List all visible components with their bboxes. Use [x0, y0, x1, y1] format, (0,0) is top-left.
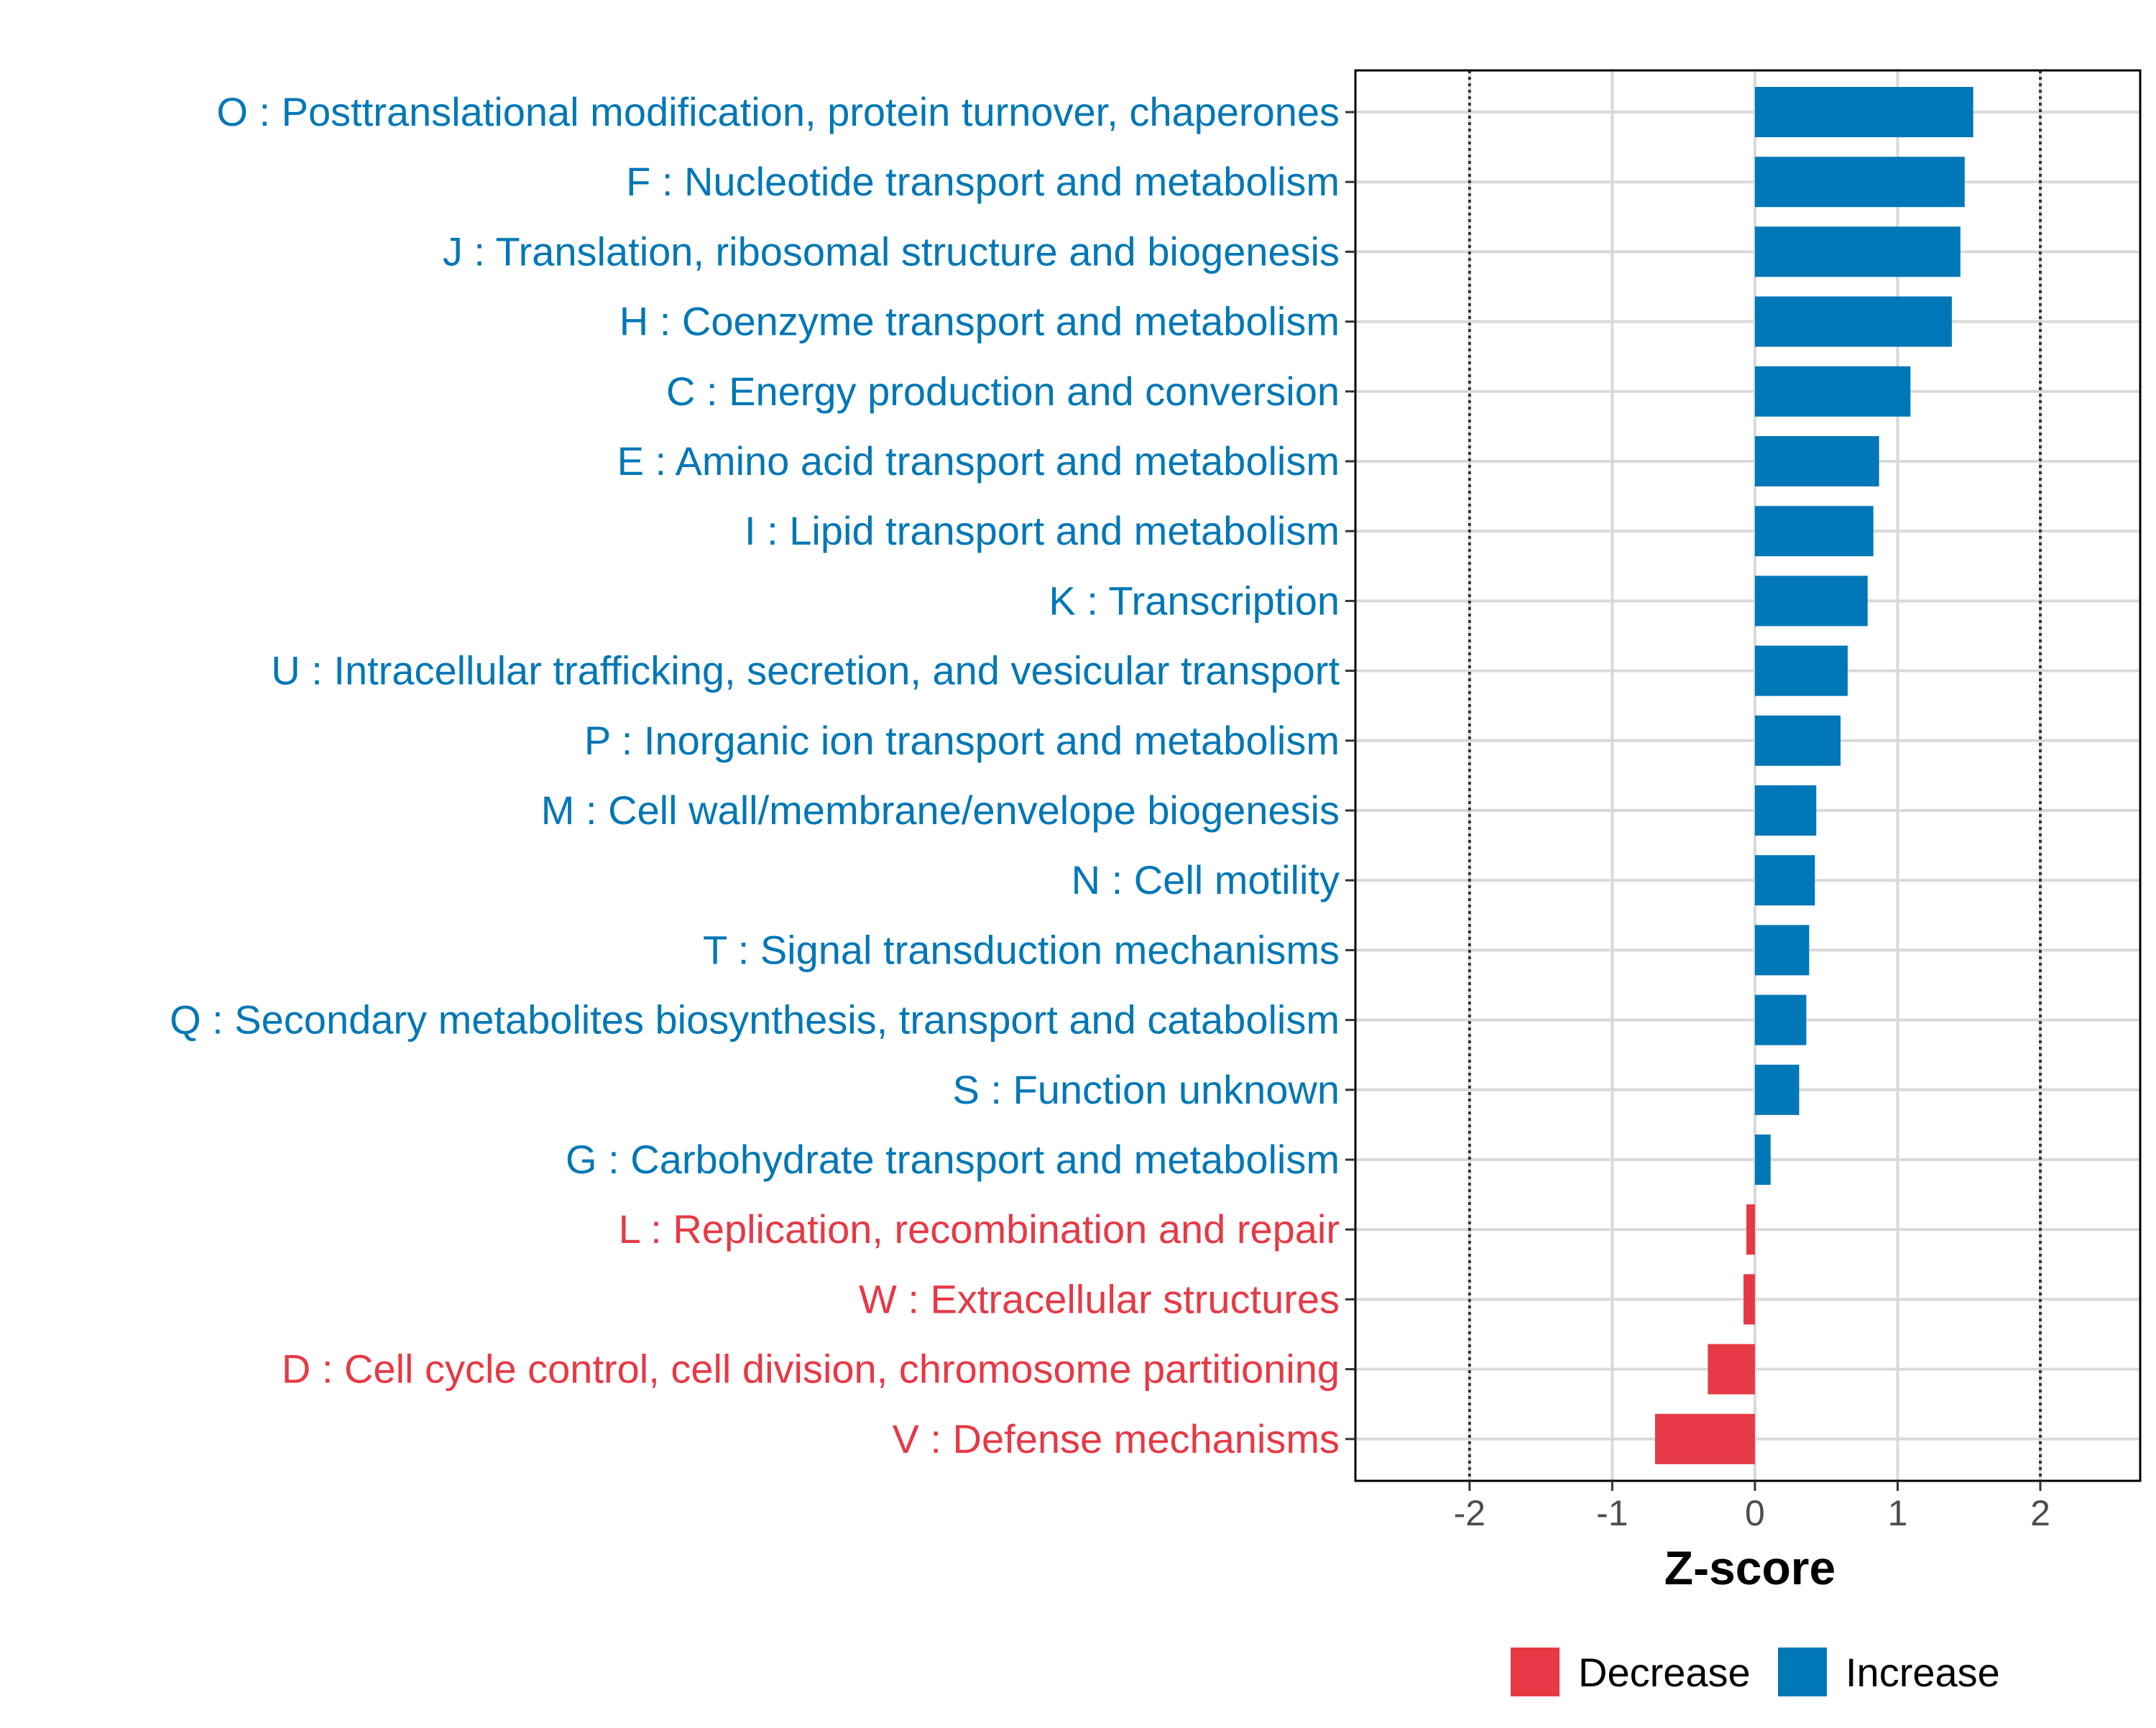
x-axis-title: Z-score: [1664, 1541, 1835, 1594]
legend-key-increase: [1778, 1648, 1827, 1696]
category-label-10: M : Cell wall/membrane/envelope biogenes…: [541, 787, 1340, 833]
legend: Decrease Increase: [1511, 1648, 2000, 1696]
bar-9: [1754, 715, 1841, 766]
category-label-13: Q : Secondary metabolites biosynthesis, …: [170, 997, 1340, 1043]
bar-10: [1754, 785, 1817, 836]
category-label-4: C : Energy production and conversion: [666, 369, 1340, 414]
bar-8: [1754, 645, 1848, 696]
category-label-15: G : Carbohydrate transport and metabolis…: [566, 1137, 1340, 1182]
bar-7: [1754, 576, 1868, 627]
category-label-0: O : Posttranslational modification, prot…: [216, 89, 1340, 134]
category-label-8: U : Intracellular trafficking, secretion…: [271, 648, 1340, 693]
x-tick-label-0: -2: [1454, 1493, 1485, 1533]
category-label-2: J : Translation, ribosomal structure and…: [443, 228, 1340, 274]
bar-2: [1754, 226, 1961, 277]
category-label-1: F : Nucleotide transport and metabolism: [626, 159, 1340, 204]
legend-label-increase: Increase: [1846, 1650, 2000, 1695]
category-label-19: V : Defense mechanisms: [893, 1416, 1340, 1461]
bars: [1654, 87, 1973, 1464]
category-label-6: I : Lipid transport and metabolism: [745, 508, 1340, 553]
bar-5: [1754, 436, 1879, 486]
bar-19: [1654, 1413, 1755, 1464]
legend-label-decrease: Decrease: [1578, 1650, 1751, 1695]
y-axis-ticks: [1345, 111, 1355, 1441]
category-label-3: H : Coenzyme transport and metabolism: [619, 299, 1340, 344]
category-labels: O : Posttranslational modification, prot…: [170, 89, 1340, 1461]
x-tick-label-3: 1: [1888, 1493, 1908, 1533]
category-label-12: T : Signal transduction mechanisms: [703, 927, 1340, 972]
category-label-17: W : Extracellular structures: [859, 1276, 1340, 1321]
bar-0: [1754, 87, 1973, 137]
category-label-5: E : Amino acid transport and metabolism: [617, 438, 1340, 484]
bar-1: [1754, 157, 1965, 208]
bar-18: [1708, 1344, 1755, 1395]
bar-11: [1754, 855, 1815, 906]
reference-lines: [1468, 70, 2042, 1481]
bar-17: [1743, 1274, 1755, 1325]
bar-16: [1746, 1204, 1755, 1255]
x-tick-label-2: 0: [1745, 1493, 1765, 1533]
category-label-7: K : Transcription: [1049, 578, 1340, 623]
bar-13: [1754, 994, 1807, 1045]
x-tick-label-1: -1: [1596, 1493, 1628, 1533]
plot-panel-border: [1354, 69, 2142, 1482]
x-axis-ticks: -2 -1 0 1 2: [1454, 1481, 2050, 1533]
bar-12: [1754, 925, 1810, 976]
legend-key-decrease: [1511, 1648, 1560, 1696]
bar-3: [1754, 296, 1952, 347]
bar-6: [1754, 506, 1874, 557]
category-label-16: L : Replication, recombination and repai…: [619, 1206, 1340, 1252]
bar-4: [1754, 366, 1911, 417]
category-label-11: N : Cell motility: [1072, 857, 1340, 902]
bar-15: [1754, 1135, 1771, 1185]
category-label-9: P : Inorganic ion transport and metaboli…: [584, 718, 1340, 763]
x-tick-label-4: 2: [2030, 1493, 2050, 1533]
category-label-18: D : Cell cycle control, cell division, c…: [282, 1346, 1340, 1392]
category-label-14: S : Function unknown: [952, 1067, 1340, 1112]
bar-14: [1754, 1064, 1800, 1115]
